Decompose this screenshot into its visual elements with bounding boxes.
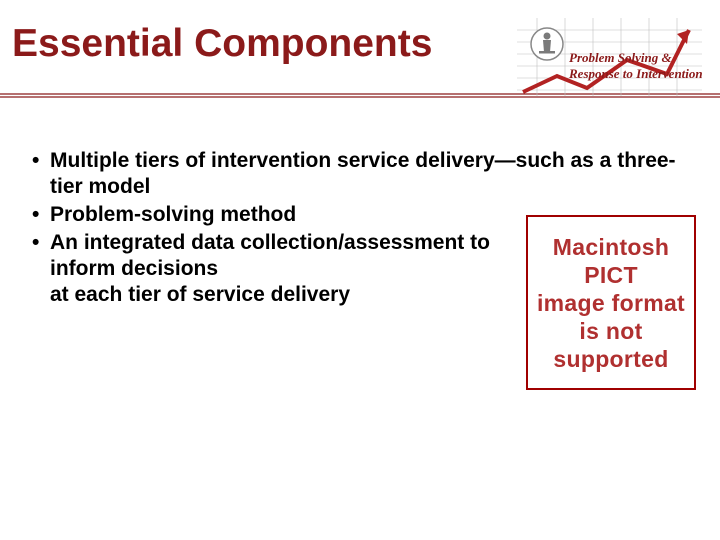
slide: Essential Components (0, 0, 720, 540)
placeholder-line: Macintosh PICT (534, 233, 688, 289)
bullet-item: An integrated data collection/assessment… (28, 230, 520, 308)
bullet-item: Multiple tiers of intervention service d… (28, 148, 688, 200)
placeholder-line: is not supported (534, 317, 688, 373)
logo-line1: Problem Solving & (569, 50, 672, 65)
bullet-text: Multiple tiers of intervention service d… (50, 149, 676, 198)
page-title: Essential Components (12, 22, 432, 66)
bullet-text: An integrated data collection/assessment… (50, 231, 490, 306)
placeholder-line: image format (534, 289, 688, 317)
logo: Problem Solving & Response to Interventi… (517, 18, 702, 96)
missing-image-placeholder: Macintosh PICT image format is not suppo… (526, 215, 696, 390)
logo-line2: Response to Intervention (568, 66, 702, 81)
bullet-text: Problem-solving method (50, 203, 296, 226)
